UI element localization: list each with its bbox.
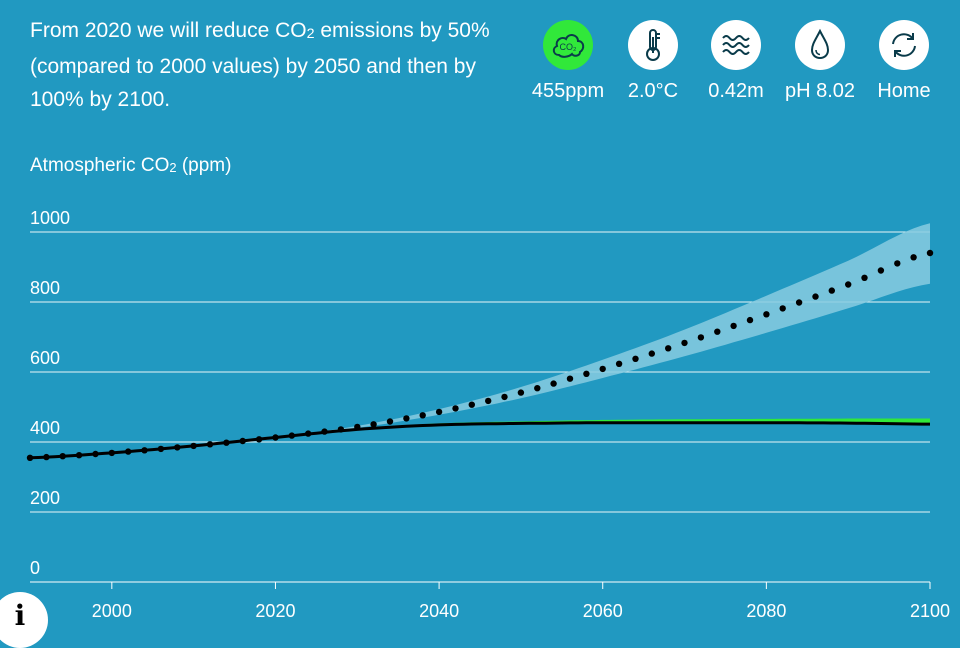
ph-value: pH 8.02 [784,80,856,102]
baseline-dot [583,370,590,377]
baseline-dot [190,442,197,450]
baseline-dot [861,274,868,281]
baseline-dot [108,449,116,457]
scenario-text-part1: From 2020 we will reduce CO [30,19,307,42]
baseline-dot [26,454,34,461]
baseline-dot [370,421,377,428]
baseline-dot [894,260,901,267]
sea-level-value: 0.42m [708,80,764,102]
baseline-dot [255,436,263,443]
baseline-dot [288,432,295,439]
svg-text:CO₂: CO₂ [560,42,578,52]
baseline-dot [697,334,705,341]
baseline-dot [550,380,557,387]
baseline-dot [337,426,345,433]
temperature-indicator-button[interactable]: 2.0°C [611,20,695,103]
y-tick-label: 800 [30,278,60,298]
baseline-dot [435,408,443,416]
baseline-dot [681,339,688,347]
home-button[interactable]: Home [862,20,946,103]
refresh-icon [879,20,929,70]
baseline-dot [910,254,917,261]
baseline-dot [403,415,410,422]
baseline-dot [223,439,230,446]
baseline-dot [615,360,623,367]
scenario-text-part2: emissions by 50% (compared to 2000 value… [30,19,490,111]
baseline-dot [599,365,606,373]
co2-cloud-icon: CO₂ [543,20,593,70]
baseline-dot [828,287,835,294]
baseline-dot [419,412,426,419]
baseline-dot [125,448,132,455]
baseline-dot [485,397,492,405]
x-tick-label: 2100 [910,601,950,621]
baseline-dot [877,267,885,274]
baseline-dot [174,444,181,451]
baseline-dot [795,299,803,306]
baseline-dot [305,430,312,437]
baseline-dot [386,418,394,425]
baseline-dot [926,249,934,257]
y-tick-label: 200 [30,488,60,508]
baseline-dot [272,434,279,441]
scenario-text-subscript: 2 [306,25,315,42]
water-drop-icon [795,20,845,70]
baseline-dot [157,445,165,453]
baseline-dot [730,322,737,330]
baseline-dot [501,393,508,401]
baseline-dot [92,450,99,458]
y-tick-label: 600 [30,348,60,368]
baseline-dot [714,328,721,335]
x-tick-label: 2080 [746,601,786,621]
baseline-dot [468,401,475,408]
reduced-emissions-line [29,421,930,460]
y-axis-label-subscript: 2 [169,159,177,175]
y-tick-label: 0 [30,558,40,578]
baseline-dot [452,405,459,412]
baseline-dot [648,350,655,357]
baseline-dot [75,452,83,459]
baseline-dot [321,428,328,435]
waves-icon [711,20,761,70]
x-tick-label: 2060 [583,601,623,621]
baseline-dot [665,345,672,352]
baseline-dot [43,453,50,461]
x-tick-label: 2040 [419,601,459,621]
sea-level-indicator-button[interactable]: 0.42m [694,20,778,103]
baseline-dot [141,447,148,454]
info-icon: i [14,599,26,632]
baseline-dot [354,423,361,431]
home-label: Home [877,80,931,102]
baseline-dot [746,316,754,324]
baseline-dot [59,453,66,460]
baseline-dot [534,385,541,392]
temperature-value: 2.0°C [627,80,679,102]
thermometer-icon [628,20,678,70]
y-tick-label: 400 [30,418,60,438]
y-axis-label: Atmospheric CO2 (ppm) [30,155,231,177]
x-tick-label: 2020 [255,601,295,621]
co2-indicator-button[interactable]: CO₂ 455ppm [526,20,610,103]
baseline-dot [566,375,574,382]
baseline-dot [239,437,246,445]
baseline-dot [812,293,819,300]
scenario-description: From 2020 we will reduce CO2 emissions b… [30,14,500,116]
baseline-dot [517,389,525,396]
y-axis-label-unit: (ppm) [176,155,232,176]
co2-value: 455ppm [531,80,605,102]
baseline-dot [845,281,852,288]
x-tick-label: 2000 [92,601,132,621]
y-axis-label-text: Atmospheric CO [30,155,170,176]
y-tick-label: 1000 [30,208,70,228]
indicator-bar: CO₂ 455ppm 2.0°C 0.42m [520,20,950,110]
baseline-dot [206,441,214,448]
baseline-dot [779,305,786,312]
info-button[interactable]: i [0,592,48,648]
ph-indicator-button[interactable]: pH 8.02 [778,20,862,103]
baseline-dot [632,355,639,362]
baseline-dot [763,311,770,318]
